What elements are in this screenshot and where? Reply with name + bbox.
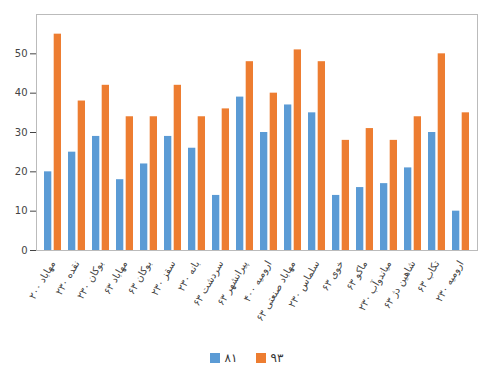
svg-text:مهاباد صنعتی ۶۳: مهاباد صنعتی ۶۳ — [254, 259, 298, 324]
svg-text:مهاباد ۶۳: مهاباد ۶۳ — [101, 258, 130, 297]
svg-text:بانه ۲۳۰: بانه ۲۳۰ — [175, 259, 201, 293]
svg-text:تکاب ۶۳: تکاب ۶۳ — [414, 258, 442, 295]
svg-text:شاهین دژ ۶۳: شاهین دژ ۶۳ — [381, 259, 417, 311]
svg-text:سلماس ۲۳۰: سلماس ۲۳۰ — [286, 259, 322, 310]
svg-text:سقز ۲۳۰: سقز ۲۳۰ — [149, 259, 178, 298]
svg-text:40: 40 — [15, 87, 28, 98]
html-text:۸۱: ۸۱ — [224, 351, 238, 365]
svg-text:سردشت ۶۳: سردشت ۶۳ — [190, 258, 226, 308]
svg-text:بوکان ۲۳۰: بوکان ۲۳۰ — [75, 259, 106, 301]
html-text:۹۳: ۹۳ — [270, 351, 284, 365]
svg-text:نقده ۲۳۰: نقده ۲۳۰ — [53, 258, 82, 297]
svg-text:ارومیه ۴۰۰: ارومیه ۴۰۰ — [241, 258, 274, 304]
svg-text:0: 0 — [21, 245, 27, 256]
svg-text:خوی ۶۳: خوی ۶۳ — [319, 259, 345, 293]
svg-text:20: 20 — [15, 166, 28, 177]
svg-text:ماکو ۶۳: ماکو ۶۳ — [344, 259, 370, 292]
svg-text:مهاباد ۲۰۰: مهاباد ۲۰۰ — [27, 259, 59, 302]
svg-text:50: 50 — [15, 48, 28, 59]
svg-text:10: 10 — [15, 205, 28, 216]
svg-text:بوکان ۶۳: بوکان ۶۳ — [125, 258, 154, 297]
svg-text:30: 30 — [15, 127, 28, 138]
svg-text:ارومیه ۲۳۰: ارومیه ۲۳۰ — [433, 259, 466, 304]
svg-text:میاندوآب ۲۳۰: میاندوآب ۲۳۰ — [356, 258, 394, 313]
svg-text:پیرانشهر ۶۳: پیرانشهر ۶۳ — [215, 258, 250, 308]
